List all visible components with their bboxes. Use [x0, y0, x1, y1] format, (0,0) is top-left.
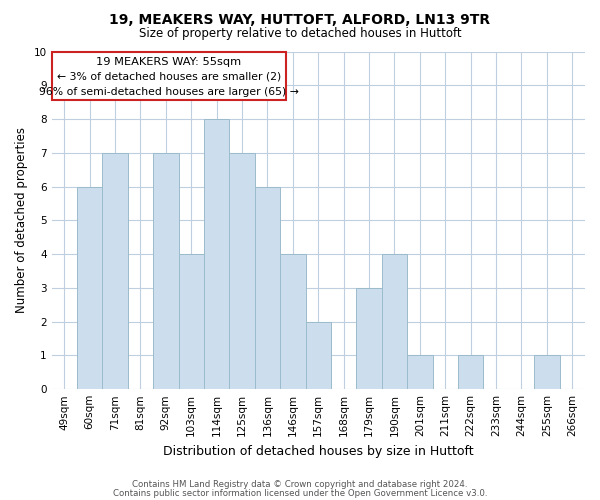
- Text: Contains HM Land Registry data © Crown copyright and database right 2024.: Contains HM Land Registry data © Crown c…: [132, 480, 468, 489]
- Bar: [103, 153, 128, 389]
- Bar: [77, 186, 103, 389]
- Bar: [305, 322, 331, 389]
- Text: Size of property relative to detached houses in Huttoft: Size of property relative to detached ho…: [139, 28, 461, 40]
- Bar: [153, 153, 179, 389]
- Text: Contains public sector information licensed under the Open Government Licence v3: Contains public sector information licen…: [113, 488, 487, 498]
- Bar: [382, 254, 407, 389]
- X-axis label: Distribution of detached houses by size in Huttoft: Distribution of detached houses by size …: [163, 444, 473, 458]
- Bar: [204, 119, 229, 389]
- Text: ← 3% of detached houses are smaller (2): ← 3% of detached houses are smaller (2): [57, 72, 281, 82]
- Text: 19 MEAKERS WAY: 55sqm: 19 MEAKERS WAY: 55sqm: [97, 58, 241, 68]
- Bar: [229, 153, 255, 389]
- Bar: [458, 356, 484, 389]
- Bar: [179, 254, 204, 389]
- Bar: [407, 356, 433, 389]
- Bar: [534, 356, 560, 389]
- Bar: [280, 254, 305, 389]
- Bar: [356, 288, 382, 389]
- Bar: [255, 186, 280, 389]
- Text: 96% of semi-detached houses are larger (65) →: 96% of semi-detached houses are larger (…: [39, 86, 299, 97]
- Y-axis label: Number of detached properties: Number of detached properties: [15, 128, 28, 314]
- FancyBboxPatch shape: [52, 52, 286, 100]
- Text: 19, MEAKERS WAY, HUTTOFT, ALFORD, LN13 9TR: 19, MEAKERS WAY, HUTTOFT, ALFORD, LN13 9…: [109, 12, 491, 26]
